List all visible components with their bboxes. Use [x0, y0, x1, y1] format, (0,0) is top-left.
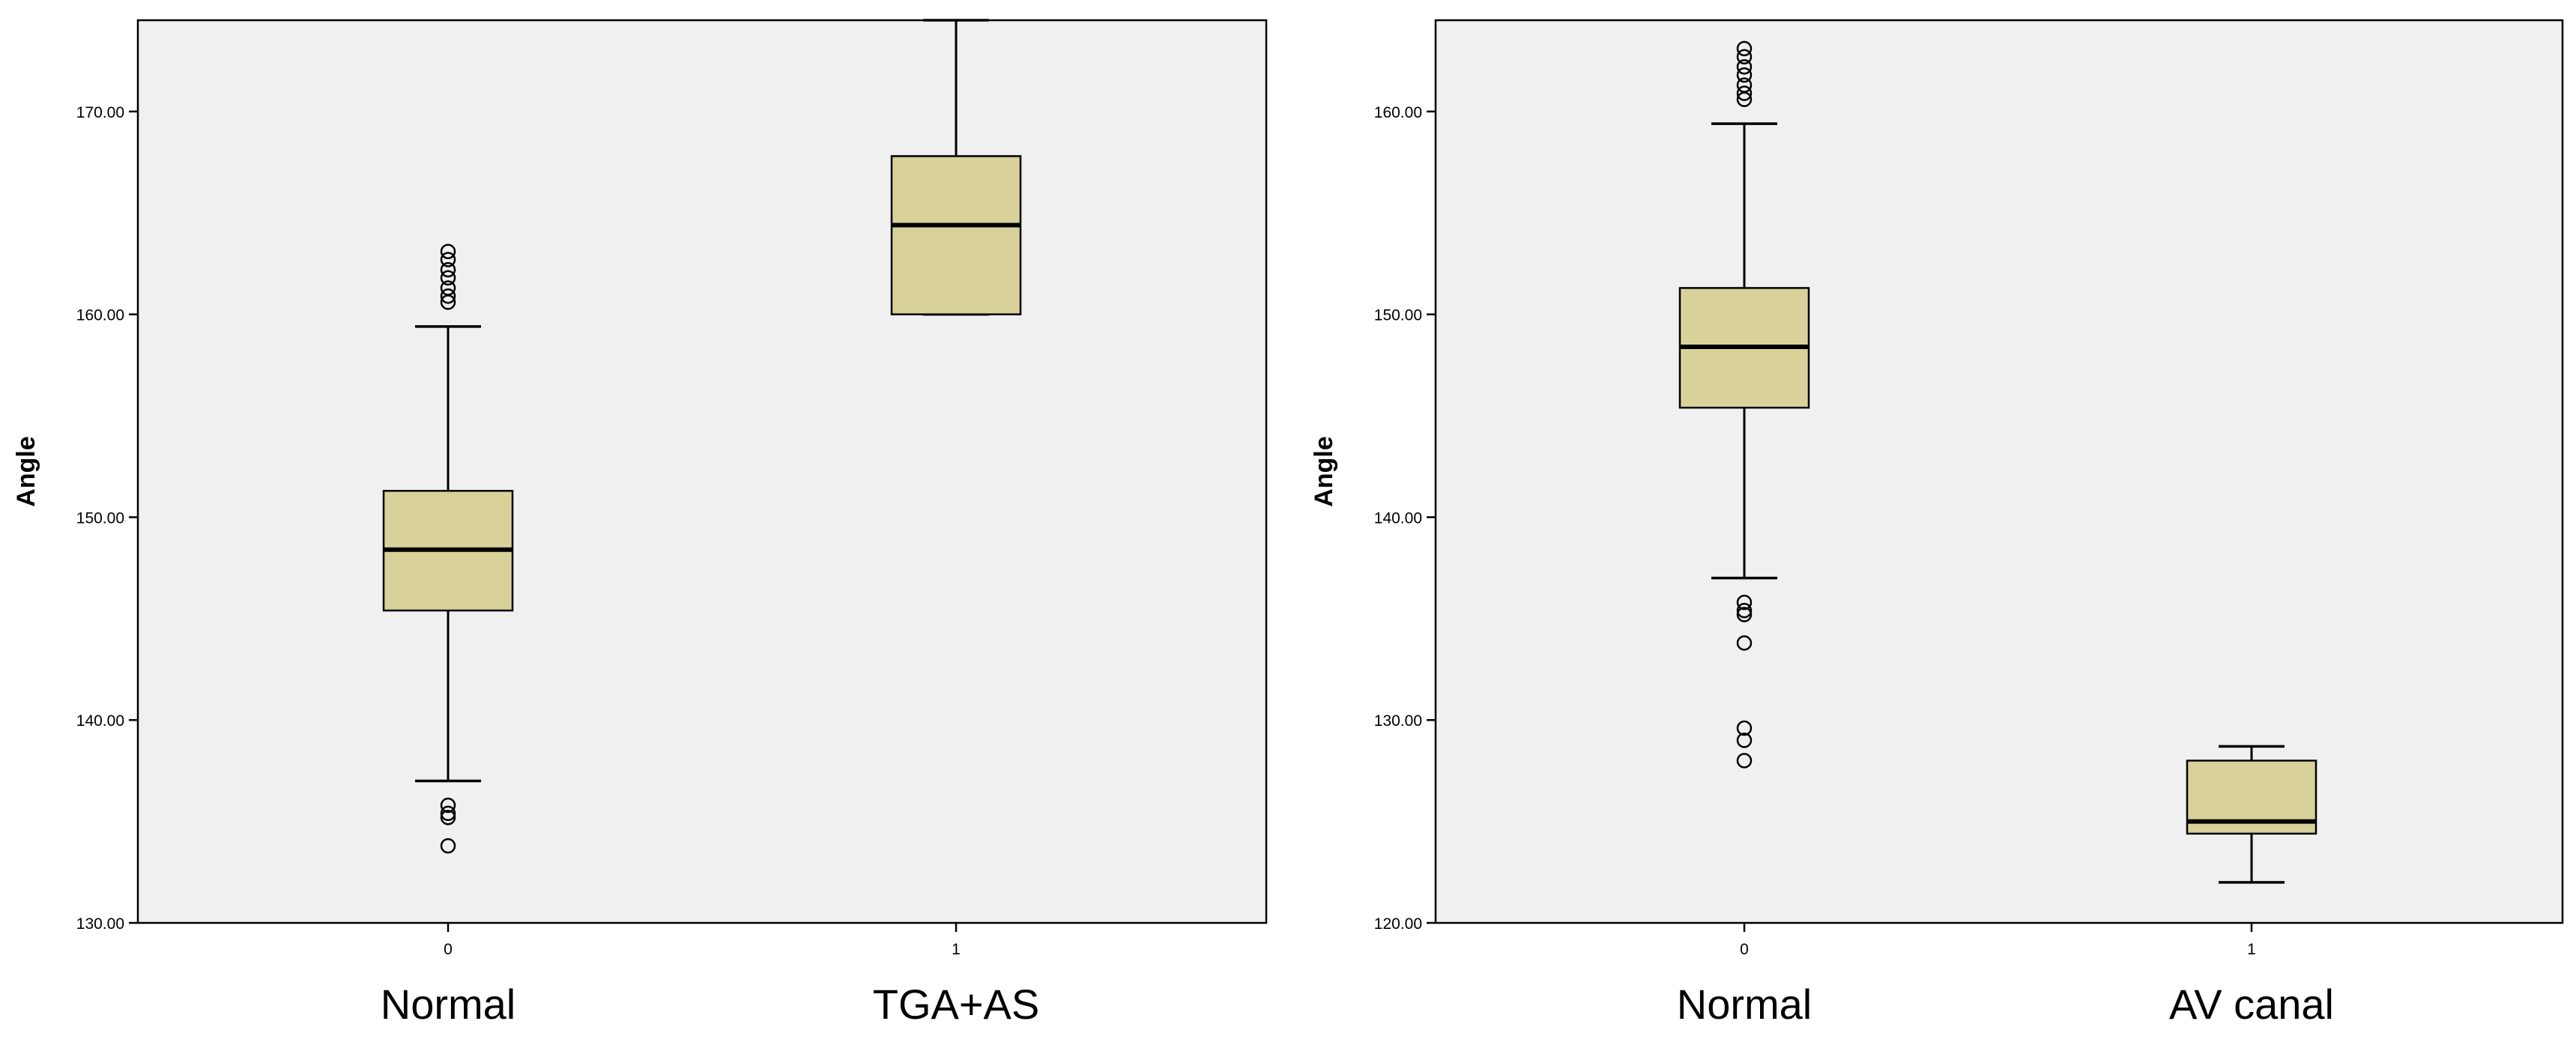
box-group-1: 1 AV canal: [2169, 745, 2334, 1028]
group-label: TGA+AS: [873, 981, 1040, 1028]
y-tick-label: 150.00: [1374, 307, 1422, 324]
y-tick-label: 140.00: [76, 712, 124, 730]
outlier-point: [1736, 85, 1753, 101]
y-tick-label: 130.00: [76, 915, 124, 933]
group-label: AV canal: [2169, 981, 2334, 1028]
group-label: Normal: [1677, 981, 1812, 1028]
y-tick-label: 160.00: [1374, 104, 1422, 121]
outlier-point: [1736, 607, 1753, 623]
outlier-point: [440, 261, 456, 278]
box-group-0: 0 Normal: [1677, 40, 1812, 1028]
outlier-point: [1736, 602, 1753, 619]
y-tick-label: 120.00: [1374, 915, 1422, 933]
group-label: Normal: [381, 981, 515, 1028]
box-group-1: 1 TGA+AS: [873, 19, 1040, 1028]
y-tick-label: 150.00: [76, 509, 124, 527]
outlier-point: [1736, 67, 1753, 83]
x-tick-label: 0: [444, 941, 453, 958]
outlier-point: [440, 270, 456, 286]
outlier-point: [1736, 753, 1753, 769]
box-group-0: 0 Normal: [381, 243, 515, 1028]
y-tick-label: 130.00: [1374, 712, 1422, 730]
outlier-point: [440, 809, 456, 826]
outlier-point: [1736, 635, 1753, 651]
outlier-point: [1736, 40, 1753, 57]
outlier-point: [1736, 49, 1753, 64]
outlier-point: [440, 797, 456, 814]
outlier-point: [440, 805, 456, 822]
y-tick-label: 160.00: [76, 307, 124, 324]
outlier-point: [440, 252, 456, 267]
outlier-point: [440, 288, 456, 304]
chart-panel-2: 120.00 130.00 140.00 150.00 160.00 Angle 0 Norm…: [1310, 19, 2564, 1028]
iqr-box: [890, 155, 1022, 315]
y-tick-label: 170.00: [76, 104, 124, 121]
plot-area: [1434, 19, 2564, 924]
x-tick-label: 1: [952, 941, 961, 958]
plot-area: [136, 19, 1268, 924]
x-tick-label: 1: [2247, 941, 2256, 958]
outlier-point: [1736, 733, 1753, 748]
outlier-point: [440, 243, 456, 259]
chart-panel-1: 130.00 140.00 150.00 160.00 170.00 Angle 0 Norm…: [12, 19, 1268, 1028]
outlier-point: [1736, 720, 1753, 736]
outlier-point: [1736, 59, 1753, 75]
outlier-point: [1736, 77, 1753, 93]
outlier-point: [1736, 594, 1753, 611]
outlier-point: [440, 837, 456, 854]
y-axis-label: Angle: [1310, 436, 1338, 506]
y-axis-label: Angle: [12, 436, 40, 506]
outlier-point: [440, 280, 456, 296]
x-tick-label: 0: [1740, 941, 1749, 958]
y-tick-label: 140.00: [1374, 509, 1422, 527]
